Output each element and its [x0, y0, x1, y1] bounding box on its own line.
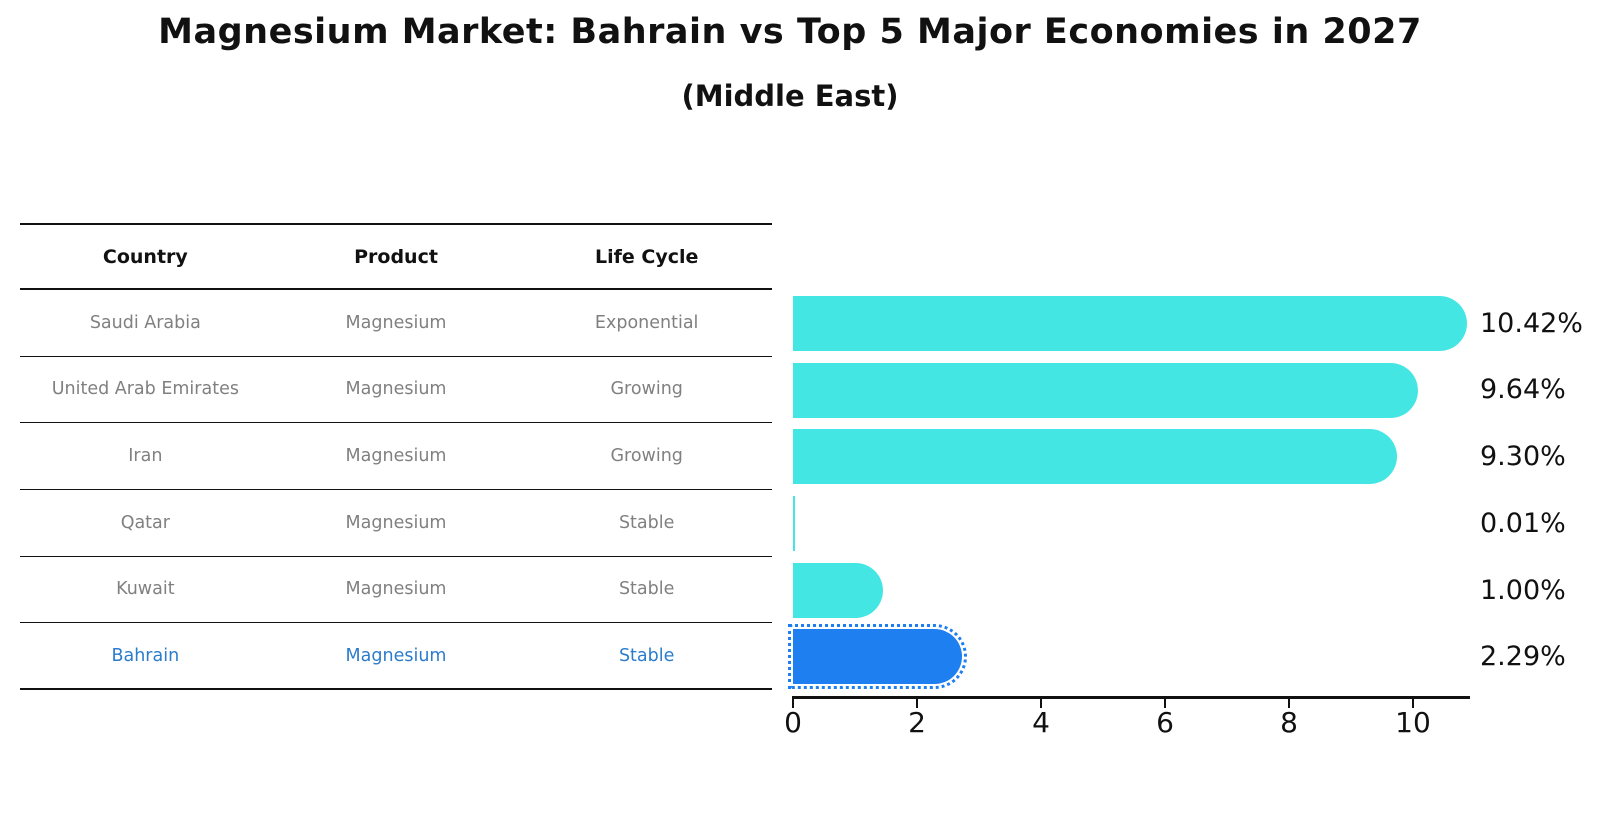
x-tick: [1164, 698, 1166, 708]
value-label-kuwait: 1.00%: [1480, 574, 1566, 606]
cell-country: Qatar: [120, 512, 170, 533]
cell-product: Magnesium: [345, 312, 447, 333]
cell-country: Saudi Arabia: [89, 312, 201, 333]
column-header-country: Country: [102, 245, 188, 268]
x-tick-label: 6: [1156, 706, 1174, 739]
cell-life-cycle: Growing: [610, 446, 683, 467]
cell-product: Magnesium: [345, 379, 447, 400]
bar-saudi-arabia: [793, 295, 1467, 351]
cell-country: Kuwait: [116, 579, 175, 600]
value-label-qatar: 0.01%: [1480, 507, 1566, 539]
value-label-iran: 9.30%: [1480, 441, 1566, 473]
table-header-row: Country Product Life Cycle: [20, 223, 772, 290]
x-tick: [1412, 698, 1414, 708]
x-tick: [792, 698, 794, 708]
cell-product: Magnesium: [345, 645, 447, 666]
bar-bahrain: [787, 624, 968, 690]
bar-iran: [793, 429, 1398, 485]
bar-united-arab-emirates: [793, 362, 1419, 418]
table-row-qatar: Qatar Magnesium Stable: [20, 490, 772, 557]
cell-life-cycle: Stable: [618, 512, 675, 533]
x-tick: [1288, 698, 1290, 708]
bar-qatar: [793, 495, 795, 551]
table-row-united-arab-emirates: United Arab Emirates Magnesium Growing: [20, 357, 772, 424]
bar-kuwait: [793, 562, 883, 618]
column-header-product: Product: [354, 245, 438, 268]
cell-product: Magnesium: [345, 579, 447, 600]
x-tick-label: 2: [908, 706, 926, 739]
chart-title: Magnesium Market: Bahrain vs Top 5 Major…: [158, 12, 1422, 52]
chart-subtitle: (Middle East): [681, 79, 899, 113]
cell-country: United Arab Emirates: [51, 379, 239, 400]
cell-product: Magnesium: [345, 512, 447, 533]
value-label-saudi-arabia: 10.42%: [1480, 307, 1583, 339]
cell-life-cycle: Growing: [610, 379, 683, 400]
x-axis-line: [792, 696, 1470, 699]
cell-life-cycle: Exponential: [594, 312, 699, 333]
table-row-iran: Iran Magnesium Growing: [20, 423, 772, 490]
cell-life-cycle: Stable: [618, 645, 675, 666]
x-tick-label: 8: [1280, 706, 1298, 739]
cell-country: Iran: [128, 446, 163, 467]
value-label-united-arab-emirates: 9.64%: [1480, 374, 1566, 406]
x-tick: [1040, 698, 1042, 708]
x-tick-label: 0: [784, 706, 802, 739]
x-tick: [916, 698, 918, 708]
cell-product: Magnesium: [345, 446, 447, 467]
data-table: Country Product Life Cycle Saudi Arabia Magn…: [20, 223, 772, 690]
x-tick-label: 10: [1395, 706, 1431, 739]
table-row-saudi-arabia: Saudi Arabia Magnesium Exponential: [20, 290, 772, 357]
column-header-life-cycle: Life Cycle: [594, 245, 699, 268]
cell-life-cycle: Stable: [618, 579, 675, 600]
table-row-kuwait: Kuwait Magnesium Stable: [20, 557, 772, 624]
table-row-bahrain: Bahrain Magnesium Stable: [20, 623, 772, 690]
cell-country: Bahrain: [111, 645, 180, 666]
x-tick-label: 4: [1032, 706, 1050, 739]
value-label-bahrain: 2.29%: [1480, 641, 1566, 673]
